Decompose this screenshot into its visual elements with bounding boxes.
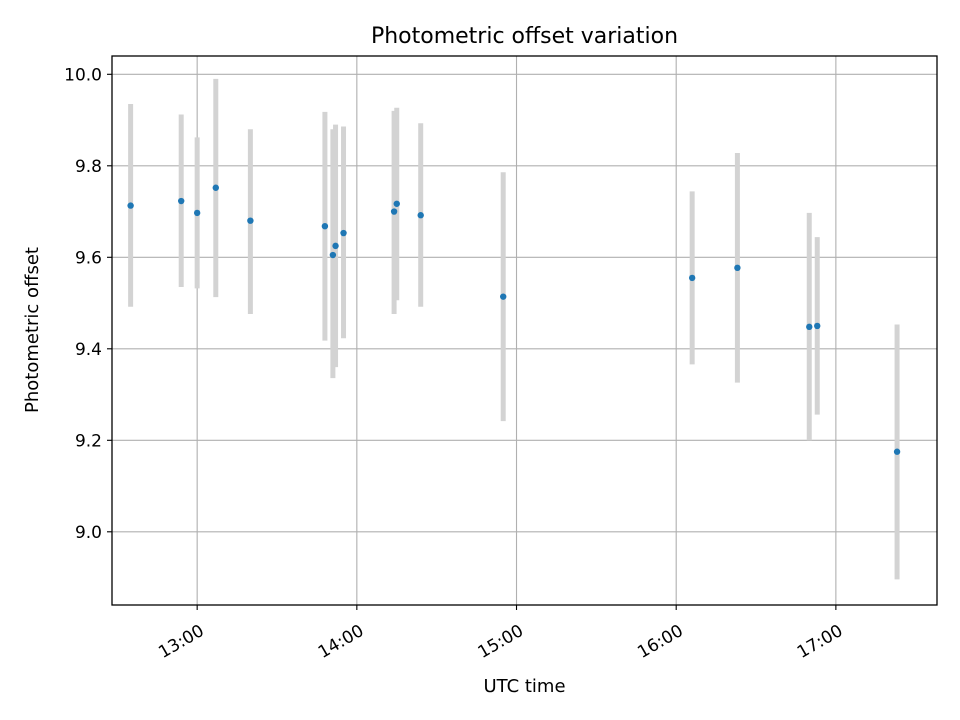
data-point — [814, 322, 821, 330]
x-tick-label: 16:00 — [634, 621, 686, 663]
y-axis: 9.0 9.2 9.4 9.6 9.8 10.0 — [64, 65, 112, 543]
x-axis-label: UTC time — [483, 676, 565, 697]
data-point — [688, 274, 696, 282]
data-point — [329, 251, 337, 259]
grid — [112, 56, 937, 605]
plot-frame — [111, 55, 938, 606]
error-bars — [128, 78, 900, 580]
data-point — [247, 217, 254, 224]
data-point — [500, 293, 507, 300]
data-point — [127, 202, 134, 209]
data-point — [177, 197, 185, 205]
y-tick-label: 10.0 — [64, 65, 102, 85]
x-tick-label: 15:00 — [475, 621, 527, 663]
y-tick-label: 9.6 — [75, 248, 102, 268]
data-point — [417, 212, 424, 219]
y-tick-label: 9.0 — [75, 523, 102, 543]
data-point — [390, 208, 398, 215]
y-tick-label: 9.2 — [75, 431, 102, 451]
data-point — [332, 242, 339, 250]
data-point — [212, 184, 219, 191]
data-point — [340, 229, 347, 237]
y-axis-label: Photometric offset — [22, 247, 43, 413]
y-tick-label: 9.8 — [75, 157, 102, 177]
x-tick-label: 13:00 — [155, 621, 207, 663]
data-point — [893, 448, 901, 455]
data-point — [393, 200, 400, 207]
x-axis: 13:00 14:00 15:00 16:00 17:00 — [155, 605, 846, 663]
data-point — [321, 222, 329, 230]
y-tick-label: 9.4 — [75, 340, 102, 360]
data-point — [193, 209, 201, 217]
chart-title: Photometric offset variation — [371, 24, 678, 49]
x-tick-label: 14:00 — [315, 621, 367, 663]
x-tick-label: 17:00 — [794, 621, 846, 663]
data-point — [806, 323, 813, 331]
data-point — [734, 264, 741, 272]
data-points — [127, 184, 901, 455]
